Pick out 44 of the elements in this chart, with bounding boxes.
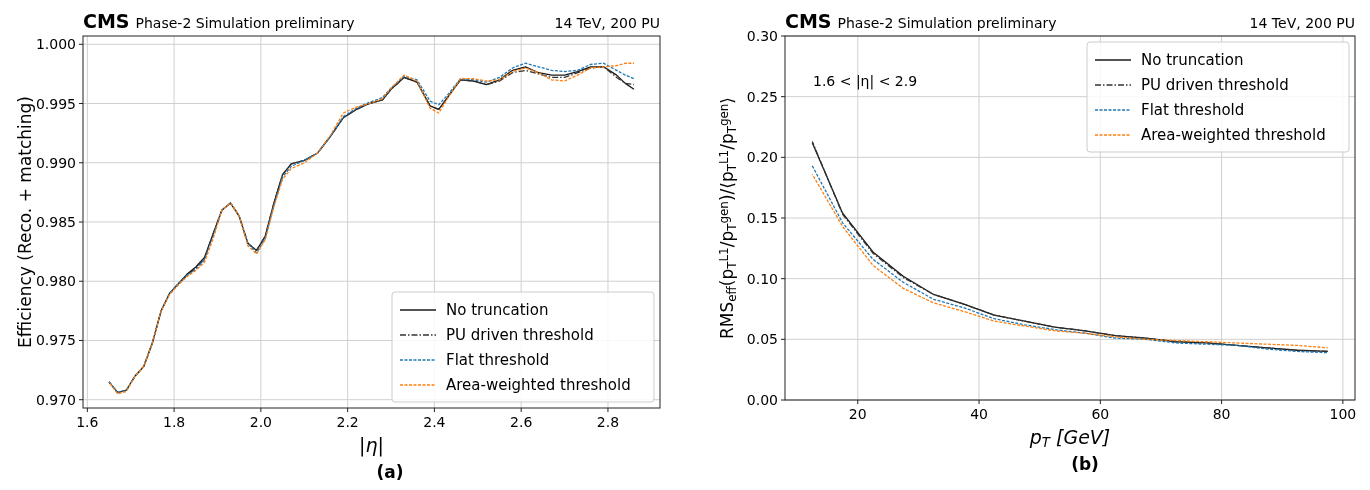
y-tick-label: 0.975 [35, 332, 76, 349]
x-tick-label: 2.4 [423, 414, 446, 430]
y-axis-title: Efficiency (Reco. + matching) [15, 95, 35, 349]
y-tick-label: 0.20 [746, 149, 778, 166]
y-tick-label: 0.970 [35, 391, 76, 408]
x-tick-label: 20 [848, 406, 867, 422]
legend-label: PU driven threshold [1141, 76, 1289, 94]
legend-label: PU driven threshold [446, 326, 594, 344]
y-tick-label: 1.000 [35, 36, 76, 53]
x-tick-label: 1.8 [162, 414, 186, 430]
y-tick-label: 0.980 [35, 273, 76, 290]
legend-label: Flat threshold [1141, 101, 1245, 119]
legend-label: Area-weighted threshold [446, 376, 631, 394]
legend-label: No truncation [1141, 51, 1244, 69]
x-tick-label: 80 [1212, 406, 1231, 422]
y-tick-label: 0.00 [746, 392, 778, 408]
y-tick-label: 0.05 [746, 331, 778, 348]
legend-label: No truncation [446, 301, 549, 319]
chart-subtitle: 14 TeV, 200 PU [1249, 15, 1355, 31]
y-tick-label: 0.995 [35, 95, 76, 112]
y-tick-label: 0.985 [35, 214, 76, 230]
y-tick-label: 0.15 [746, 210, 778, 226]
x-tick-label: 1.6 [76, 414, 99, 430]
text: (a) [376, 462, 404, 482]
x-tick-label: 2.2 [336, 414, 359, 430]
annotation: 1.6 < |η| < 2.9 [813, 73, 918, 90]
x-axis-title: |η| [359, 434, 384, 457]
x-tick-label: 60 [1091, 406, 1110, 422]
x-tick-label: 40 [970, 406, 988, 422]
y-tick-label: 0.10 [746, 270, 778, 287]
x-tick-label: 2.6 [510, 414, 533, 430]
legend-label: Area-weighted threshold [1141, 126, 1326, 144]
x-tick-label: 2.8 [596, 414, 620, 430]
y-tick-label: 0.990 [35, 154, 76, 171]
x-tick-label: 2.0 [249, 414, 272, 430]
x-tick-label: 100 [1329, 406, 1357, 422]
x-axis-title: p$_{T}$ [GeV] [1028, 426, 1111, 451]
chart-subtitle: 14 TeV, 200 PU [554, 15, 660, 31]
legend-label: Flat threshold [446, 351, 550, 369]
chart-title: CMS Phase-2 Simulation preliminary [785, 10, 1057, 32]
y-tick-label: 0.25 [746, 88, 778, 105]
y-tick-label: 0.30 [746, 28, 778, 44]
text: (b) [1071, 454, 1099, 474]
chart-title: CMS Phase-2 Simulation preliminary [83, 10, 355, 32]
